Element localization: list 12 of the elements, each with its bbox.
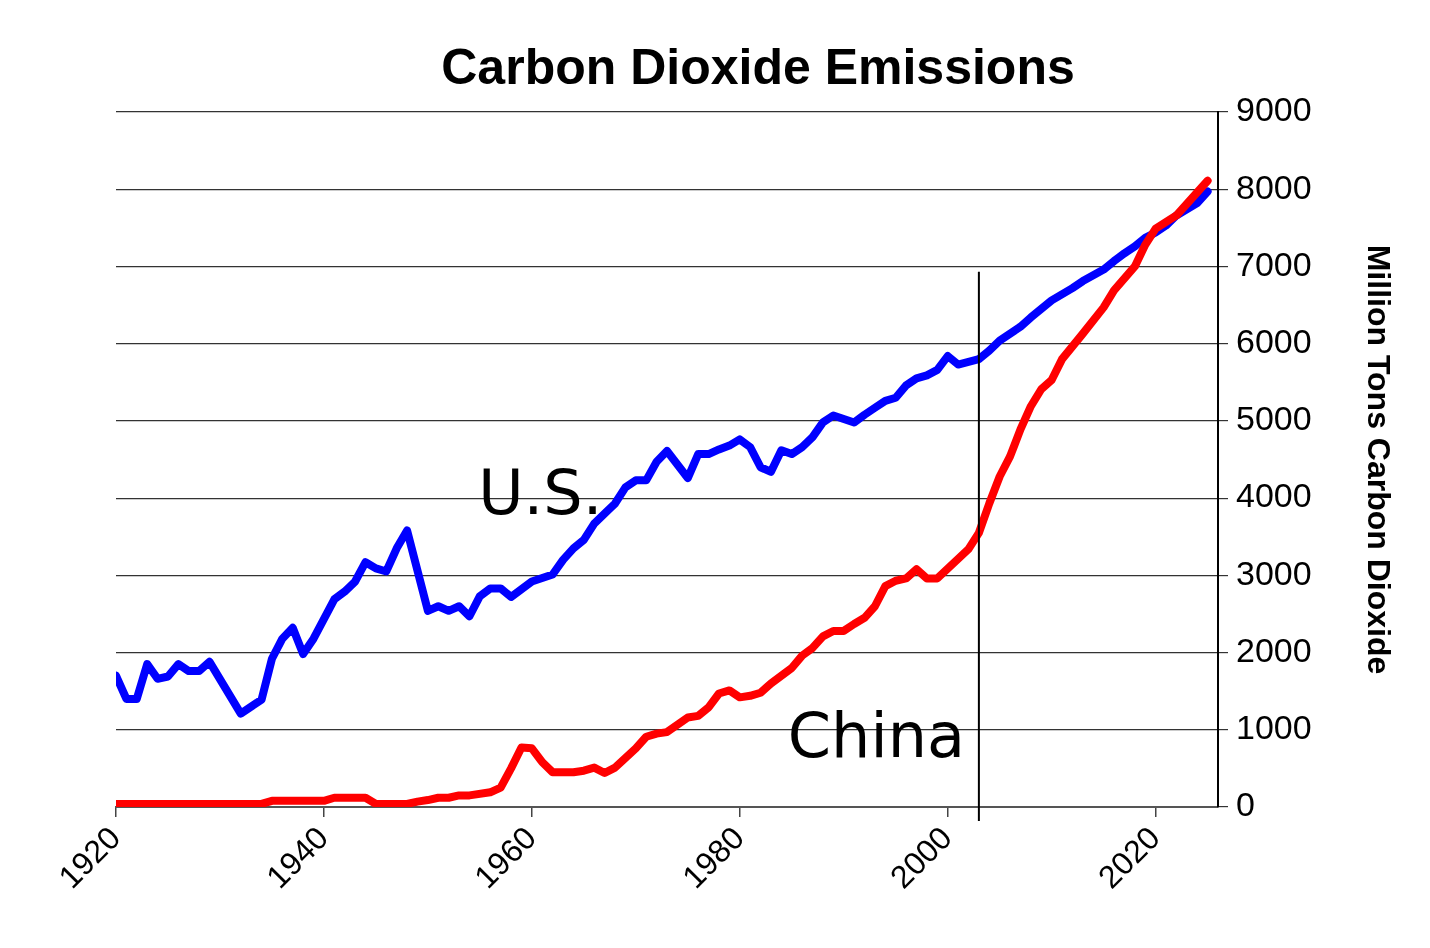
chart-title: Carbon Dioxide Emissions xyxy=(441,38,1075,95)
y-tick-label: 3000 xyxy=(1236,553,1312,592)
y-tick-label: 5000 xyxy=(1236,399,1312,438)
y-tick-label: 9000 xyxy=(1236,90,1312,129)
y-tick-label: 7000 xyxy=(1236,244,1312,283)
y-tick-label: 6000 xyxy=(1236,322,1312,361)
y-axis-title: Million Tons Carbon Dioxide xyxy=(1360,244,1397,675)
y-tick-label: 8000 xyxy=(1236,167,1312,206)
y-tick-label: 4000 xyxy=(1236,476,1312,515)
y-tick-label: 1000 xyxy=(1236,708,1312,747)
y-tick-label: 0 xyxy=(1236,785,1255,824)
y-tick-label: 2000 xyxy=(1236,630,1312,669)
